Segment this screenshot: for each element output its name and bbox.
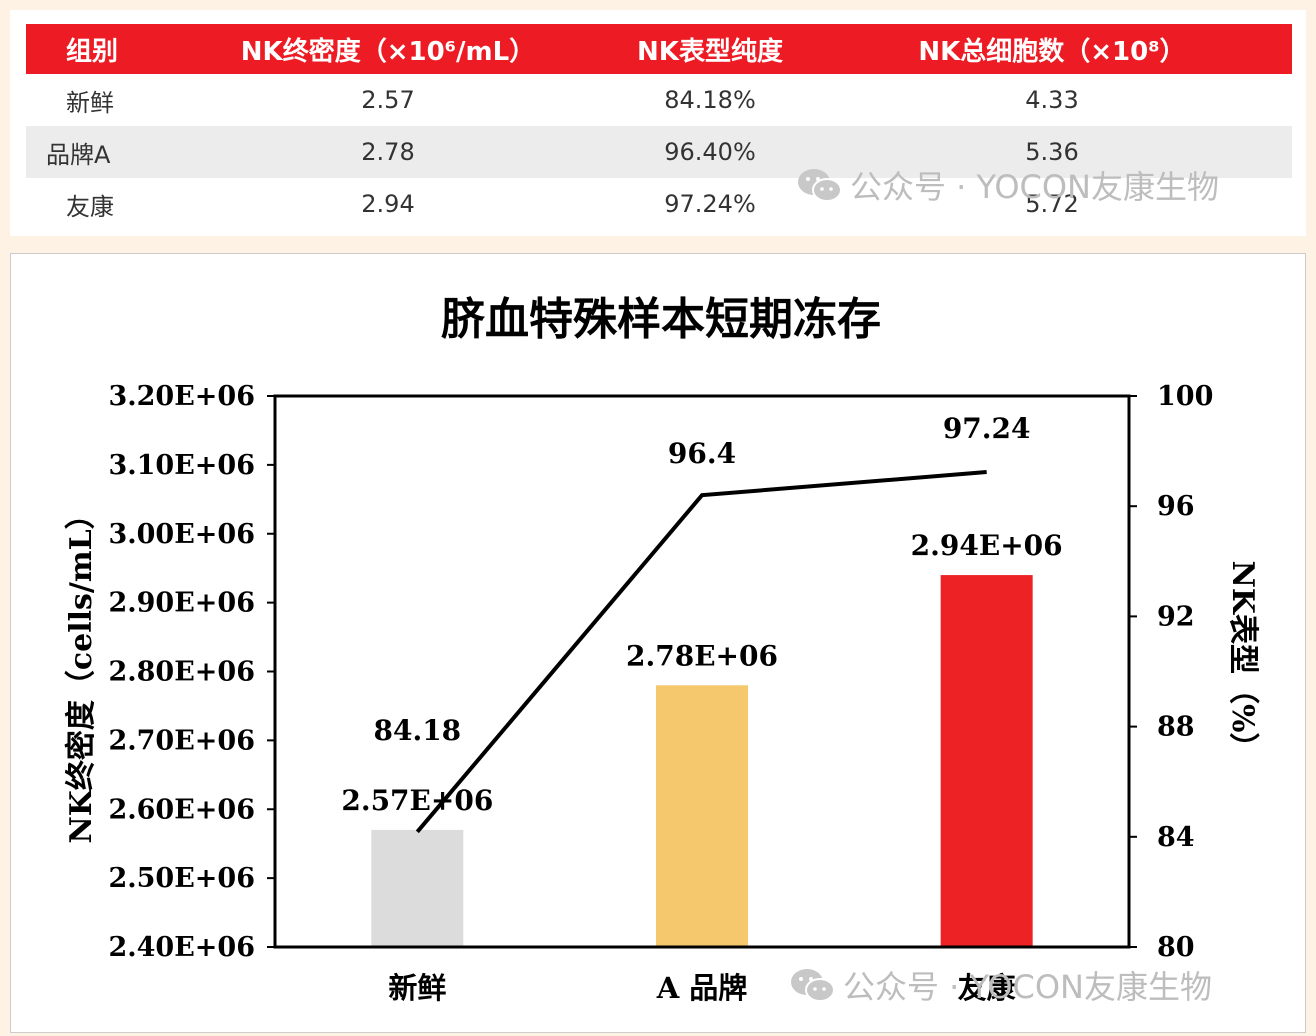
table-cell: 品牌A bbox=[46, 140, 111, 169]
y2-tick-label: 88 bbox=[1157, 712, 1195, 743]
table-cell: 84.18% bbox=[664, 86, 756, 114]
table-cell: 2.94 bbox=[361, 190, 415, 218]
data-table-panel: 组别 NK终密度（×10⁶/mL） NK表型纯度 NK总细胞数（×10⁸） 新鲜… bbox=[10, 10, 1306, 236]
line-data-label: 96.4 bbox=[668, 437, 736, 470]
line-data-label: 84.18 bbox=[373, 714, 461, 747]
y2-tick-label: 100 bbox=[1157, 381, 1213, 412]
table-row: 新鲜 2.57 84.18% 4.33 bbox=[26, 74, 1292, 126]
table-cell: 友康 bbox=[66, 192, 114, 221]
y2-tick-label: 84 bbox=[1157, 822, 1195, 853]
x-tick-label: 友康 bbox=[958, 971, 1017, 1005]
y-tick-label: 3.00E+06 bbox=[108, 519, 255, 550]
table-cell: 2.78 bbox=[361, 138, 415, 166]
watermark-text: 公众号 · YOCON友康生物 bbox=[843, 968, 1212, 1006]
bar bbox=[371, 829, 464, 947]
table-row: 品牌A 2.78 96.40% 5.36 bbox=[26, 126, 1292, 178]
bar bbox=[656, 685, 748, 947]
series-line bbox=[415, 470, 987, 834]
header-cell-group: 组别 bbox=[66, 36, 119, 67]
chart-panel: 脐血特殊样本短期冻存 NK表型（%） NK终密度（cells/mL） 3.20E… bbox=[10, 253, 1306, 1033]
y2-axis-label: NK表型（%） bbox=[1225, 560, 1260, 762]
y-tick-label: 2.90E+06 bbox=[108, 588, 255, 619]
table-cell: 2.57 bbox=[361, 86, 415, 114]
bar-data-label: 2.78E+06 bbox=[626, 639, 778, 672]
header-cell-purity: NK表型纯度 bbox=[637, 36, 783, 67]
data-table: 组别 NK终密度（×10⁶/mL） NK表型纯度 NK总细胞数（×10⁸） 新鲜… bbox=[26, 24, 1292, 230]
table-row: 友康 2.94 97.24% 5.72 bbox=[26, 178, 1292, 230]
y2-tick-label: 80 bbox=[1157, 932, 1195, 963]
bar-data-label: 2.57E+06 bbox=[341, 784, 493, 817]
y-tick-label: 3.10E+06 bbox=[108, 450, 255, 481]
chart-title: 脐血特殊样本短期冻存 bbox=[441, 294, 881, 345]
watermark-text: 公众号 · YOCON友康生物 bbox=[850, 168, 1219, 206]
table-cell: 5.36 bbox=[1025, 138, 1079, 166]
line-data-label: 97.24 bbox=[943, 412, 1031, 445]
wechat-icon bbox=[791, 969, 835, 1002]
y-axis-label-text: NK终密度（cells/mL） bbox=[64, 499, 99, 843]
y-tick-label: 2.50E+06 bbox=[108, 863, 255, 894]
y2-axis-label-text: NK表型（%） bbox=[1225, 560, 1260, 762]
y-tick-label: 2.70E+06 bbox=[108, 725, 255, 756]
watermark-top: 公众号 · YOCON友康生物 bbox=[796, 162, 1219, 208]
table-cell: 97.24% bbox=[664, 190, 756, 218]
chart-canvas: 脐血特殊样本短期冻存 NK表型（%） NK终密度（cells/mL） 3.20E… bbox=[64, 294, 1260, 1005]
watermark-bottom: 公众号 · YOCON友康生物 bbox=[789, 962, 1212, 1008]
x-tick-label: A 品牌 bbox=[656, 971, 748, 1005]
y-tick-label: 2.80E+06 bbox=[108, 657, 255, 688]
y-tick-label: 2.40E+06 bbox=[108, 932, 255, 963]
header-cell-total: NK总细胞数（×10⁸） bbox=[918, 36, 1186, 67]
table-header-row: 组别 NK终密度（×10⁶/mL） NK表型纯度 NK总细胞数（×10⁸） bbox=[26, 24, 1292, 74]
table-cell: 新鲜 bbox=[66, 88, 114, 117]
header-cell-density: NK终密度（×10⁶/mL） bbox=[240, 36, 536, 67]
y-tick-label: 2.60E+06 bbox=[108, 794, 255, 825]
bar-data-label: 2.94E+06 bbox=[911, 529, 1063, 562]
table-cell: 4.33 bbox=[1025, 86, 1079, 114]
y2-tick-label: 96 bbox=[1157, 491, 1195, 522]
bar bbox=[940, 575, 1033, 947]
table-cell: 5.72 bbox=[1025, 190, 1079, 218]
x-tick-label: 新鲜 bbox=[388, 971, 446, 1005]
wechat-icon bbox=[798, 169, 842, 202]
table-cell: 96.40% bbox=[664, 138, 756, 166]
y2-tick-label: 92 bbox=[1157, 601, 1195, 632]
y-axis-label: NK终密度（cells/mL） bbox=[64, 499, 99, 843]
y-tick-label: 3.20E+06 bbox=[108, 381, 255, 412]
